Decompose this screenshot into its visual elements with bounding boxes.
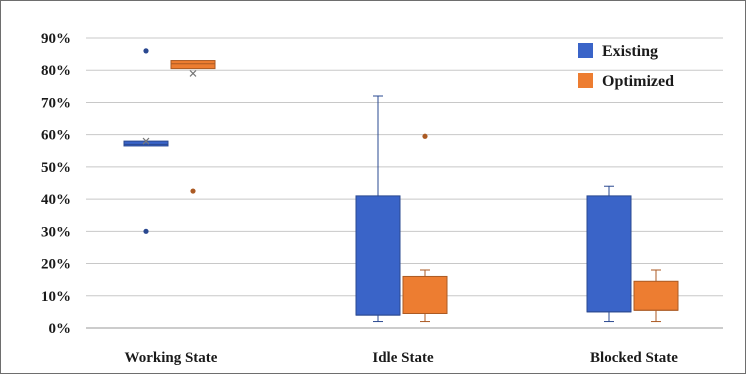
box-series <box>123 48 679 323</box>
outlier-point <box>143 48 149 54</box>
box-optimized-0 <box>170 60 216 194</box>
y-tick-label: 0% <box>49 321 72 337</box>
mean-marker <box>142 137 150 145</box>
y-tick-label: 80% <box>41 63 71 79</box>
box-body <box>355 195 401 316</box>
box-existing-0 <box>123 48 169 234</box>
category-label: Blocked State <box>590 350 678 366</box>
y-tick-label: 10% <box>41 289 71 305</box>
box-optimized-2 <box>633 269 679 323</box>
outlier-point <box>190 188 196 194</box>
legend-label: Optimized <box>602 73 674 90</box>
y-tick-label: 90% <box>41 31 71 47</box>
box-existing-1 <box>355 95 401 323</box>
box-body <box>633 280 679 311</box>
y-tick-label: 30% <box>41 224 71 240</box>
category-label: Working State <box>125 350 218 366</box>
box-body <box>170 60 216 70</box>
legend-label: Existing <box>602 43 658 60</box>
gridlines <box>86 37 723 329</box>
outlier-point <box>422 133 428 139</box>
legend: Existing Optimized <box>578 43 674 90</box>
y-tick-label: 50% <box>41 160 71 176</box>
mean-marker <box>189 70 197 77</box>
box-body <box>586 195 632 313</box>
category-label: Idle State <box>372 350 434 366</box>
box-optimized-1 <box>402 133 448 323</box>
y-tick-label: 20% <box>41 257 71 273</box>
outlier-point <box>143 228 149 234</box>
box-existing-2 <box>586 185 632 323</box>
box-body <box>402 275 448 315</box>
legend-swatch <box>578 43 593 58</box>
y-tick-label: 40% <box>41 192 71 208</box>
y-tick-label: 70% <box>41 95 71 111</box>
y-tick-label: 60% <box>41 128 71 144</box>
legend-swatch <box>578 73 593 88</box>
y-axis-ticks: 0% 10% 20% 30% 40% 50% 60% 70% 80% 90% <box>41 31 71 337</box>
x-axis-categories: Working State Idle State Blocked State <box>125 350 679 366</box>
